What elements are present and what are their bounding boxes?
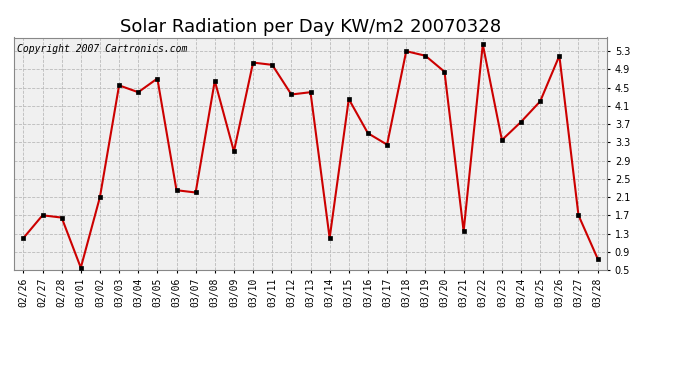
Text: Copyright 2007 Cartronics.com: Copyright 2007 Cartronics.com	[17, 45, 187, 54]
Title: Solar Radiation per Day KW/m2 20070328: Solar Radiation per Day KW/m2 20070328	[120, 18, 501, 36]
